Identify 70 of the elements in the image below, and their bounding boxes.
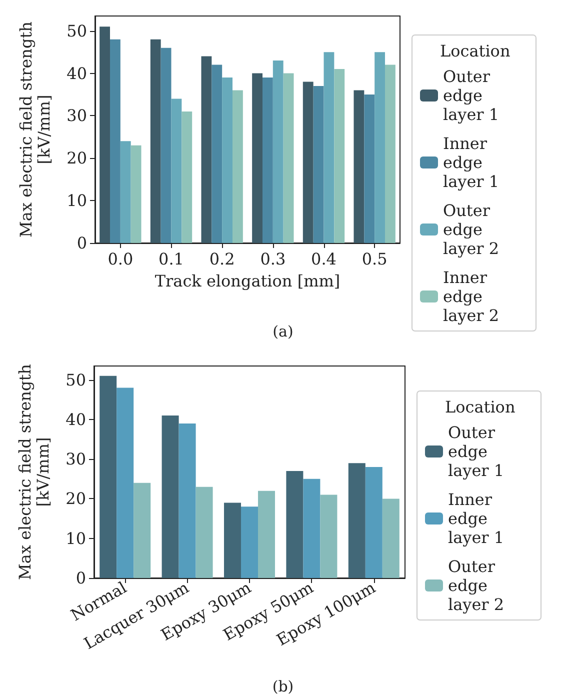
x-tick-label: 0.0 (108, 250, 134, 268)
y-tick-label: 10 (66, 191, 87, 210)
y-tick-label: 50 (66, 21, 87, 40)
bar (150, 39, 161, 243)
bar (324, 52, 334, 243)
legend-label: Outer edge layer 1 (448, 423, 504, 480)
bar (162, 416, 179, 578)
bar (374, 52, 386, 243)
bar (320, 494, 338, 578)
y-tick-label: 10 (66, 528, 86, 548)
bar (364, 94, 375, 243)
y-tick-label: 50 (66, 370, 86, 390)
bar (134, 482, 151, 578)
legend-title: Location (440, 42, 510, 60)
legend-label: Inner edge layer 1 (443, 134, 500, 191)
legend-label: Outer edge layer 1 (443, 67, 500, 124)
bar (232, 90, 243, 243)
legend-label: Inner edge layer 2 (443, 268, 500, 325)
x-tick-label: 0.1 (158, 250, 184, 268)
bar (303, 478, 320, 578)
text: (b) (272, 678, 294, 696)
y-axis-title: Max electric field strength [kV/mm] (16, 22, 54, 238)
bar (365, 467, 382, 578)
bar (313, 86, 324, 243)
bar (286, 471, 304, 578)
legend-label: Outer edge layer 2 (448, 557, 504, 614)
x-tick-label: 0.4 (311, 250, 336, 268)
y-tick-label: 40 (66, 64, 87, 83)
bar (272, 60, 284, 243)
bar (258, 490, 275, 578)
bar (201, 56, 212, 243)
legend-label: Inner edge layer 1 (448, 490, 504, 547)
bar (196, 486, 213, 578)
legend-title: Location (445, 398, 516, 416)
bar (385, 64, 396, 243)
bar (178, 423, 196, 578)
bar (130, 145, 142, 243)
bar (110, 39, 120, 243)
bar (100, 376, 117, 578)
bar (171, 98, 182, 243)
bar (252, 73, 262, 243)
y-tick-label: 30 (66, 106, 87, 126)
x-tick-label: 0.5 (362, 250, 388, 268)
y-tick-label: 40 (66, 410, 86, 429)
bar (116, 388, 134, 578)
bar (160, 48, 172, 243)
bar (354, 90, 364, 243)
bar (212, 64, 222, 243)
y-tick-label: 0 (76, 234, 87, 252)
y-tick-label: 20 (66, 489, 86, 508)
y-tick-label: 20 (66, 148, 87, 168)
bar (182, 111, 192, 243)
text: (a) (272, 322, 294, 340)
bar (120, 141, 131, 243)
bar (224, 502, 241, 578)
bar (262, 78, 273, 243)
x-axis-title: Track elongation [mm] (154, 272, 340, 290)
x-tick-label: 0.2 (209, 250, 235, 268)
y-axis-title: Max electric field strength [kV/mm] (16, 364, 52, 580)
bar (382, 498, 400, 578)
x-tick-label: 0.3 (260, 250, 286, 268)
bar (334, 69, 345, 243)
bar (302, 82, 314, 243)
bar (100, 26, 110, 243)
bar (241, 506, 258, 578)
bar (283, 73, 294, 243)
bar (222, 78, 233, 243)
y-tick-label: 30 (66, 450, 86, 469)
legend-label: Outer edge layer 2 (443, 201, 500, 258)
bar (348, 463, 366, 578)
